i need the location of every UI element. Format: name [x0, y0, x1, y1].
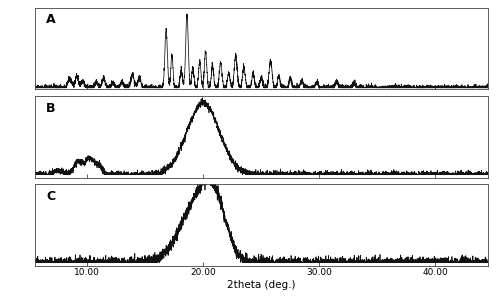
Text: A: A	[46, 13, 56, 26]
Text: C: C	[46, 190, 56, 203]
X-axis label: 2theta (deg.): 2theta (deg.)	[227, 280, 296, 290]
Text: B: B	[46, 101, 56, 114]
